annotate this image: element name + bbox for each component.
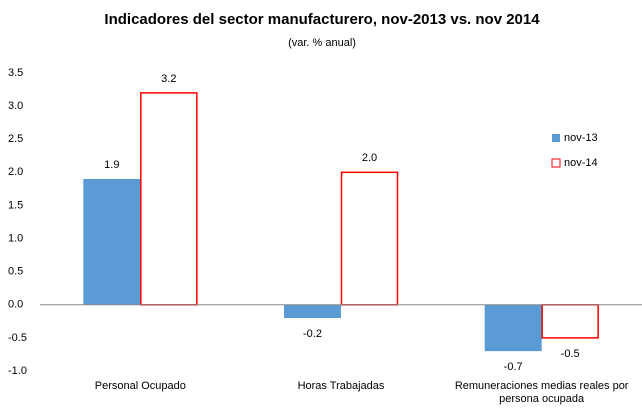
y-tick-label: 2.0 [8, 166, 23, 178]
chart-subtitle: (var. % anual) [288, 37, 356, 49]
value-label: 2.0 [362, 152, 377, 164]
bar [340, 171, 399, 306]
value-label: -0.5 [561, 348, 580, 360]
bar [140, 92, 198, 306]
bar [541, 304, 599, 339]
value-label: -0.7 [504, 361, 523, 373]
y-tick-label: 3.5 [8, 67, 23, 79]
y-tick-label: -0.5 [8, 332, 27, 344]
x-tick-label: Remuneraciones medias reales por persona… [454, 380, 629, 405]
x-tick-label: Personal Ocupado [94, 380, 186, 392]
value-label: 1.9 [104, 159, 119, 171]
y-tick-label: -1.0 [8, 365, 27, 377]
legend-swatch [552, 134, 560, 142]
y-tick-label: 1.5 [8, 199, 23, 211]
legend-swatch [551, 158, 561, 168]
legend-label: nov-14 [564, 157, 598, 169]
y-tick-label: 3.0 [8, 100, 23, 112]
legend-label: nov-13 [564, 132, 598, 144]
y-tick-label: 2.5 [8, 133, 23, 145]
y-tick-label: 0.0 [8, 299, 23, 311]
y-tick-label: 0.5 [8, 266, 23, 278]
chart-title: Indicadores del sector manufacturero, no… [104, 11, 540, 28]
x-tick-label: Horas Trabajadas [297, 380, 385, 392]
bar [484, 304, 542, 352]
bar [284, 304, 341, 319]
y-tick-label: 1.0 [8, 232, 23, 244]
value-label: 3.2 [161, 73, 176, 85]
bar [83, 178, 141, 305]
value-label: -0.2 [303, 328, 322, 340]
